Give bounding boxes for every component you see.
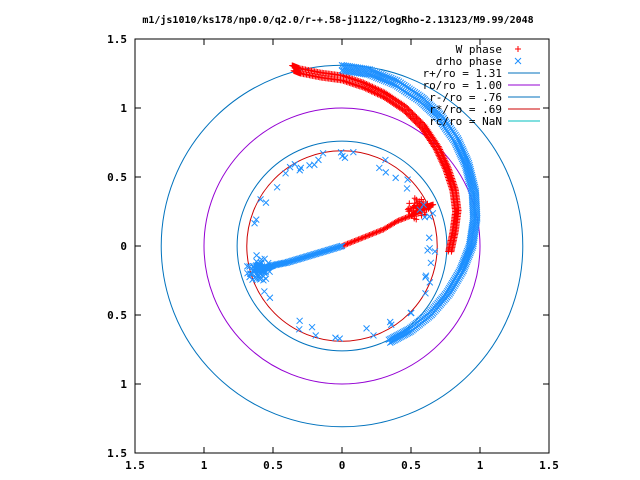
y-tick-label: 1 xyxy=(120,102,127,115)
data-point xyxy=(298,165,304,171)
y-tick-label: 0 xyxy=(120,240,127,253)
data-point xyxy=(254,252,260,258)
data-point xyxy=(309,324,315,330)
data-point xyxy=(426,235,432,241)
data-point xyxy=(376,165,382,171)
data-point xyxy=(428,260,434,266)
data-point xyxy=(267,295,273,301)
data-point xyxy=(406,200,412,206)
data-point xyxy=(425,247,431,253)
y-tick-label: 0.5 xyxy=(107,309,127,322)
x-tick-label: 0.5 xyxy=(401,459,421,472)
data-point xyxy=(393,175,399,181)
x-tick-label: 1.5 xyxy=(125,459,145,472)
data-point xyxy=(274,184,280,190)
data-point xyxy=(515,46,521,52)
data-point xyxy=(263,276,269,282)
data-point xyxy=(297,318,303,324)
legend-label: rc/ro = NaN xyxy=(429,115,502,128)
chart: m1/js1010/ks178/np0.0/q2.0/r-+.58-j1122/… xyxy=(0,0,640,480)
data-point xyxy=(283,170,289,176)
x-tick-label: 1 xyxy=(201,459,208,472)
data-point xyxy=(332,335,338,341)
data-point xyxy=(261,288,267,294)
y-tick-label: 1 xyxy=(120,378,127,391)
legend: W phasedrho phaser+/ro = 1.31ro/ro = 1.0… xyxy=(423,43,540,128)
data-point xyxy=(427,279,433,285)
y-tick-label: 0.5 xyxy=(107,171,127,184)
x-tick-label: 1.5 xyxy=(539,459,559,472)
data-point xyxy=(404,185,410,191)
data-point xyxy=(315,157,321,163)
data-point xyxy=(426,214,432,220)
data-point xyxy=(307,162,313,168)
data-point xyxy=(263,200,269,206)
data-point xyxy=(408,310,414,316)
data-point xyxy=(515,58,521,64)
x-tick-label: 0.5 xyxy=(263,459,283,472)
data-point xyxy=(383,169,389,175)
chart-title: m1/js1010/ks178/np0.0/q2.0/r-+.58-j1122/… xyxy=(142,14,533,26)
data-point xyxy=(364,325,370,331)
y-tick-label: 1.5 xyxy=(107,447,127,460)
x-tick-label: 1 xyxy=(477,459,484,472)
y-tick-label: 1.5 xyxy=(107,33,127,46)
data-point xyxy=(297,167,303,173)
x-tick-label: 0 xyxy=(339,459,346,472)
